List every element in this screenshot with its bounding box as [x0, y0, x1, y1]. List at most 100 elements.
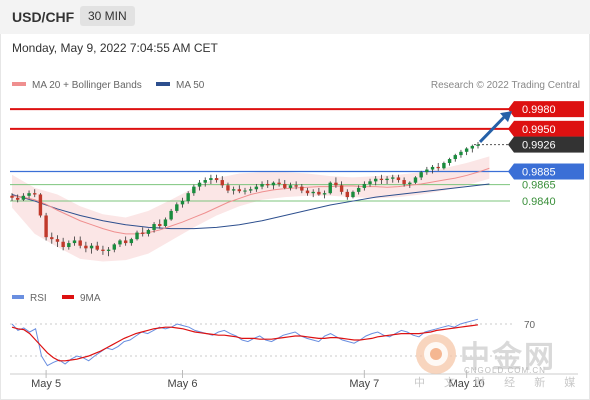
candle-body	[453, 155, 457, 160]
candle-body	[123, 240, 128, 244]
support-level-label: 0.9840	[522, 196, 556, 208]
resistance-tag	[514, 120, 584, 137]
rsi-line	[11, 318, 479, 367]
candle-body	[470, 145, 475, 149]
candle-body	[129, 239, 134, 244]
legend-item-ma20: MA 20 + Bollinger Bands	[12, 80, 142, 91]
candle-body	[158, 224, 162, 227]
candle-body	[33, 193, 37, 195]
resistance-level-label: 0.9980	[522, 104, 556, 116]
candle-body	[209, 178, 213, 181]
rsi-ma-line	[11, 324, 479, 362]
candle-body	[254, 186, 259, 190]
watermark-cn: 中金网	[460, 341, 556, 374]
candle-body	[391, 177, 395, 179]
support-level-label: 0.9865	[522, 180, 556, 192]
time-tick-label: May 7	[349, 378, 379, 390]
candle-body	[402, 180, 406, 184]
candle-body	[425, 169, 429, 173]
candle-body	[356, 187, 361, 192]
candle-body	[447, 159, 452, 163]
chart-header: USD/CHF 30 MIN	[0, 0, 590, 34]
candle-body	[21, 195, 26, 200]
resistance-tag	[514, 101, 584, 118]
candle-body	[413, 177, 418, 183]
resistance-tag-arrow	[508, 101, 514, 118]
watermark-logo: 中金网 CNGOLD.COM.CN 中 文 财 经 新 媒 体	[414, 330, 590, 390]
candle-body	[266, 183, 270, 186]
candle-body	[476, 144, 480, 146]
current-tag-arrow	[508, 136, 514, 153]
candle-body	[118, 240, 122, 245]
pivot-level-label: 0.9885	[522, 167, 556, 179]
candle-body	[442, 162, 446, 169]
candle-body	[271, 182, 276, 186]
legend-label: 9MA	[80, 293, 101, 304]
candle-body	[146, 229, 151, 234]
watermark-sub: 中 文 财 经 新 媒 体	[414, 377, 590, 389]
candle-body	[67, 243, 71, 248]
datetime-label: Monday, May 9, 2022 7:04:55 AM CET	[12, 41, 218, 55]
bollinger-band	[12, 156, 490, 262]
candle-body	[15, 197, 20, 200]
candle-body	[169, 210, 173, 220]
candle-body	[180, 201, 185, 205]
candle-body	[101, 249, 105, 251]
candle-body	[260, 183, 264, 187]
candle-body	[203, 180, 207, 183]
pivot-tag	[514, 163, 584, 180]
candle-body	[294, 185, 298, 187]
candle-body	[464, 148, 469, 152]
candle-body	[345, 191, 349, 198]
candle-body	[61, 241, 65, 248]
candle-body	[44, 215, 48, 238]
candle-body	[362, 183, 367, 188]
candle-body	[396, 177, 401, 181]
candle-body	[328, 182, 332, 194]
candle-body	[305, 190, 310, 194]
ma50-line	[11, 183, 490, 230]
candle-body	[10, 195, 14, 198]
ma20-swatch	[12, 82, 26, 86]
symbol-label: USD/CHF	[12, 9, 75, 25]
candle-body	[385, 178, 389, 181]
candle-body	[317, 191, 321, 195]
candle-body	[89, 245, 94, 249]
candle-body	[419, 172, 423, 178]
legend-label: MA 50	[176, 80, 205, 91]
candle-body	[243, 190, 247, 192]
candle-body	[322, 193, 327, 195]
candle-body	[459, 151, 463, 156]
candle-body	[374, 178, 378, 182]
rsi-swatch	[12, 295, 24, 299]
forecast-arrow	[478, 114, 508, 144]
legend-label: MA 20 + Bollinger Bands	[32, 80, 142, 91]
candle-body	[27, 193, 31, 196]
candle-body	[220, 180, 224, 186]
watermark-en: CNGOLD.COM.CN	[464, 366, 546, 375]
candle-body	[226, 185, 230, 191]
candle-body	[277, 182, 281, 184]
candle-body	[300, 186, 304, 191]
candle-body	[192, 186, 196, 194]
candle-body	[135, 232, 139, 240]
credit-text: Research © 2022 Trading Central	[430, 80, 580, 91]
candle-body	[351, 191, 355, 198]
candle-body	[368, 181, 372, 184]
candle-body	[339, 185, 344, 192]
candle-body	[141, 232, 145, 234]
legend-label: RSI	[30, 293, 47, 304]
candle-body	[112, 244, 116, 250]
candle-body	[379, 178, 384, 181]
candle-body	[72, 240, 77, 244]
candle-body	[408, 182, 412, 184]
legend-item-rsi: RSI	[12, 293, 47, 304]
forecast-arrowhead	[500, 111, 512, 123]
coin-logo-icon	[416, 334, 456, 374]
pivot-tag-arrow	[508, 163, 514, 180]
candle-body	[78, 240, 82, 246]
timeframe-button[interactable]: 30 MIN	[80, 6, 135, 26]
resistance-tag-arrow	[508, 120, 514, 137]
candle-body	[50, 237, 54, 240]
